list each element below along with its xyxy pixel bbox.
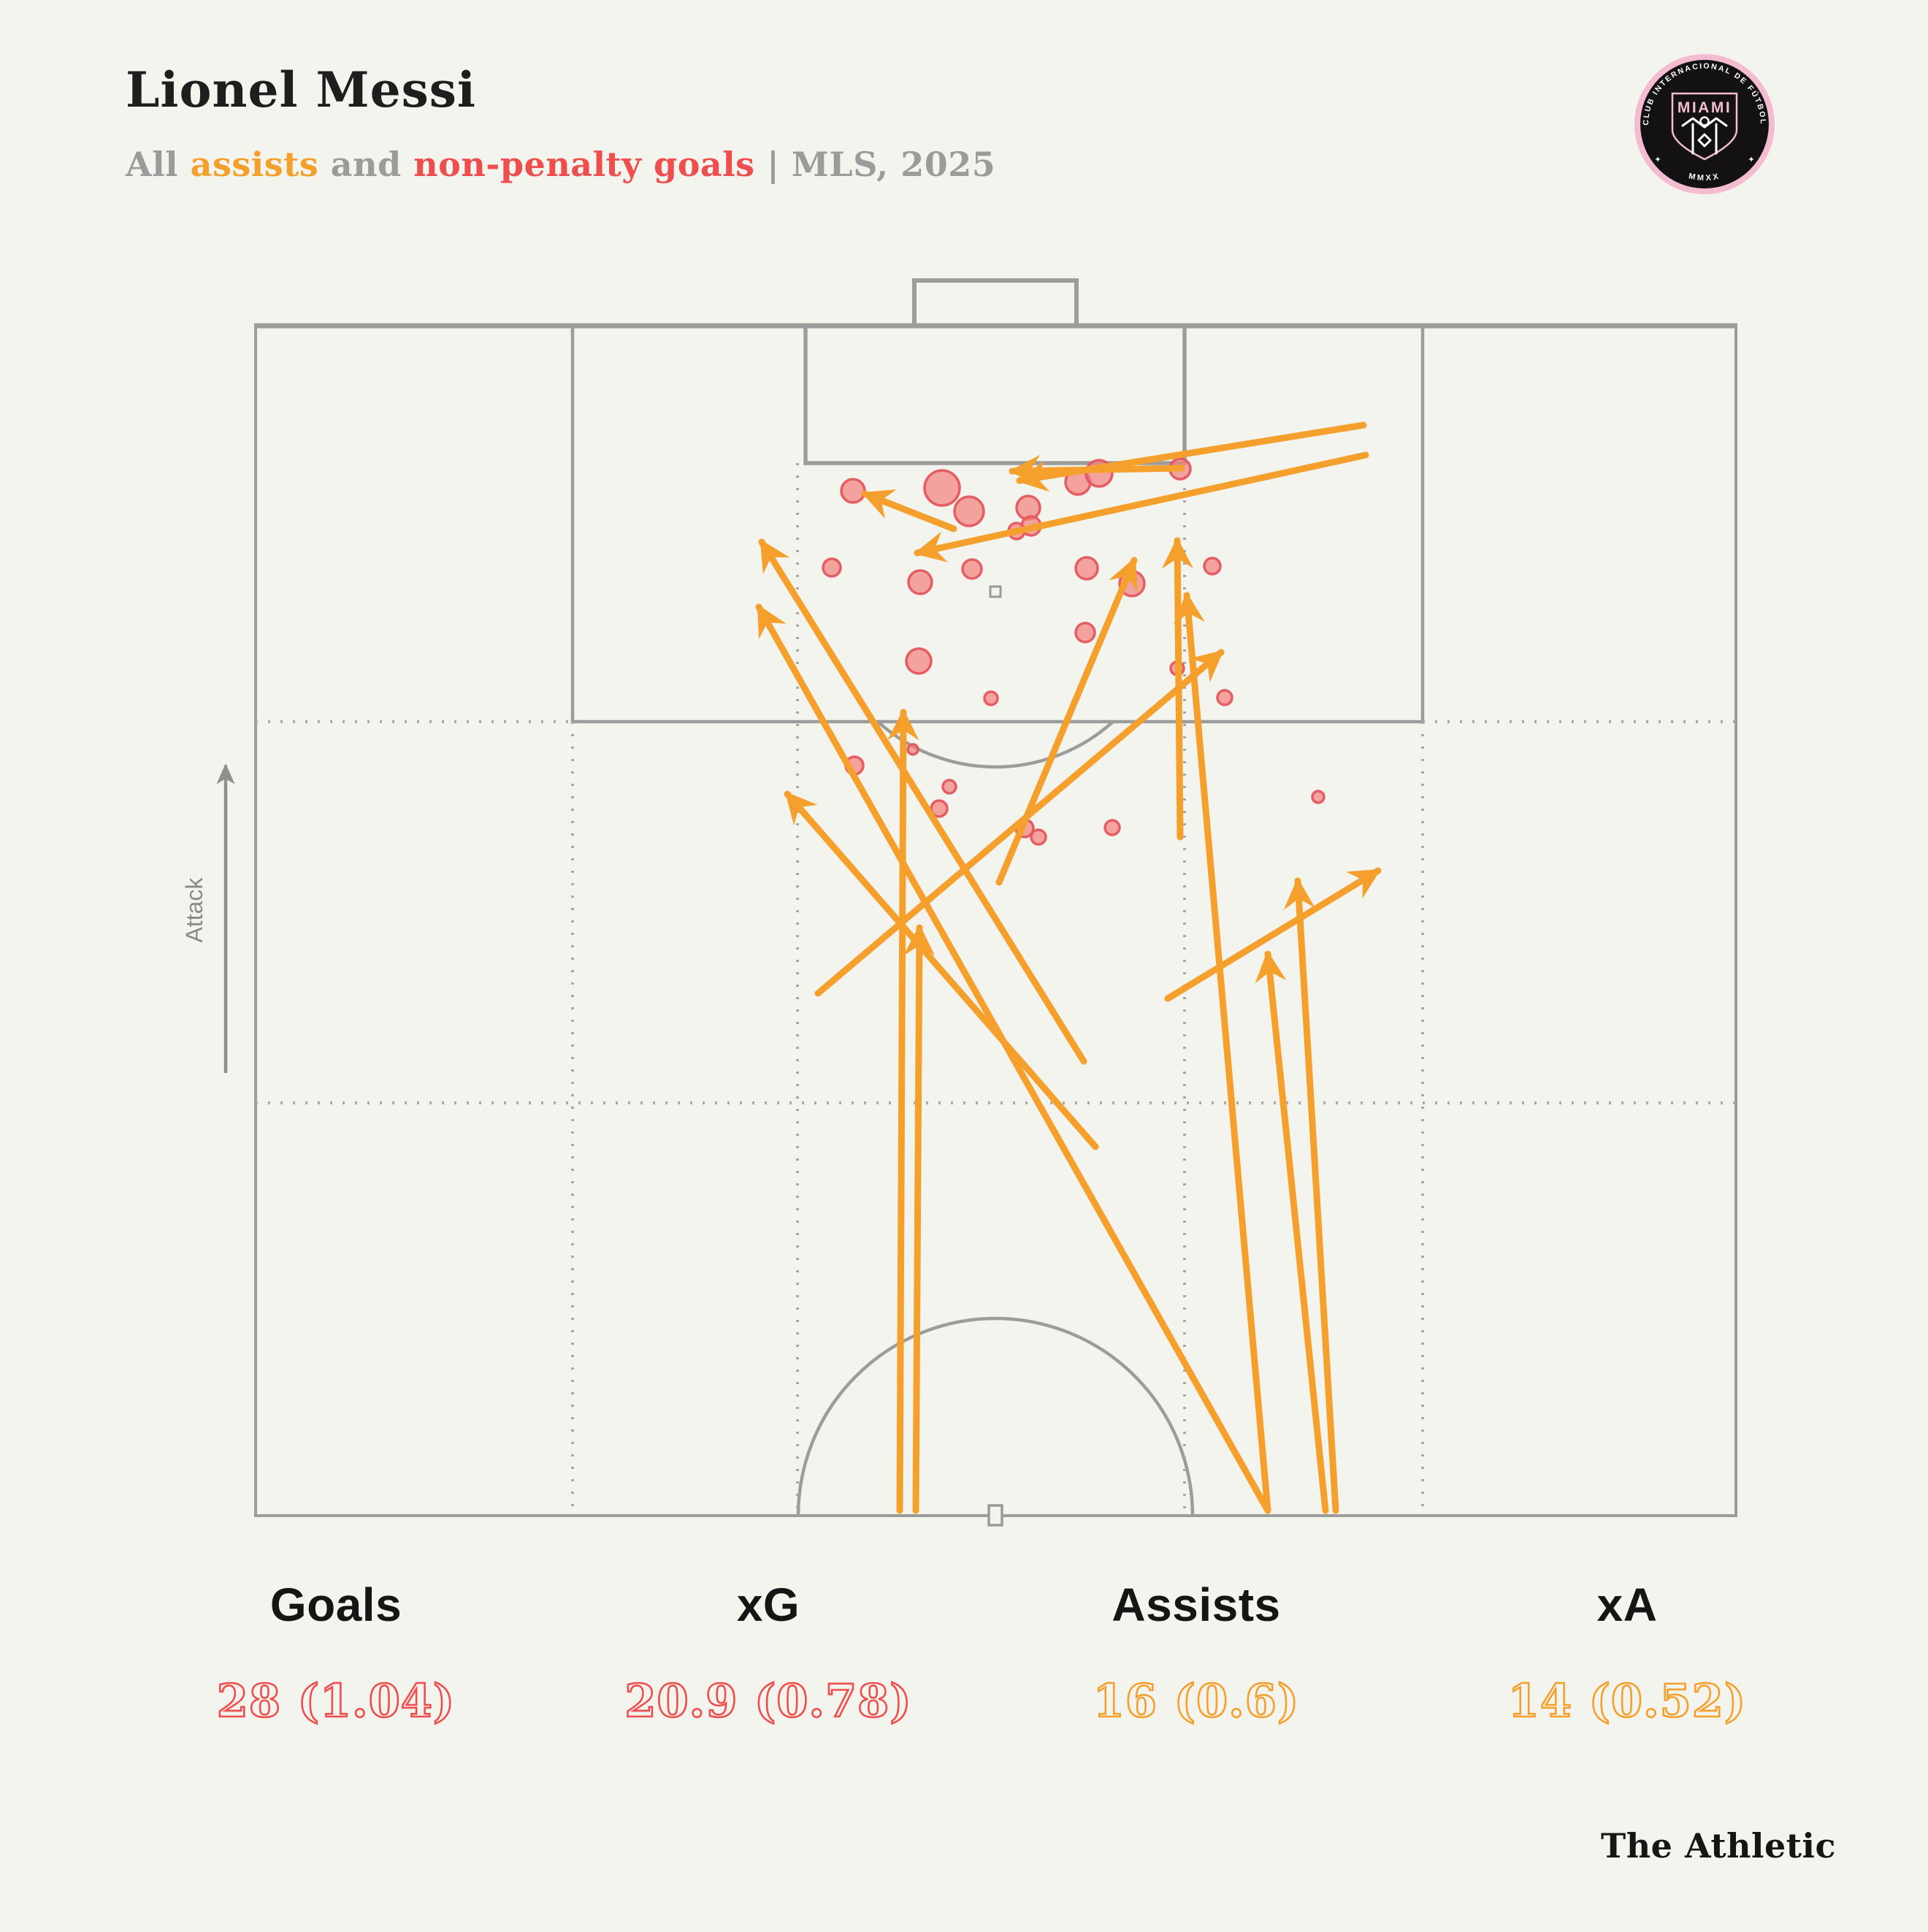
penalty-area xyxy=(570,324,1425,724)
assist-arrow xyxy=(1255,950,1329,1514)
badge-year: MMXX xyxy=(1688,172,1721,183)
goal-marker xyxy=(1074,622,1096,644)
badge-disc xyxy=(1640,60,1769,188)
kickoff-spot xyxy=(987,1504,1003,1527)
assist-arrow xyxy=(758,538,1087,1065)
goal-marker xyxy=(983,690,999,706)
goal-marker xyxy=(822,557,842,578)
goal-marker xyxy=(923,469,961,507)
goal-marker xyxy=(1216,689,1233,706)
attack-direction: Attack xyxy=(181,763,235,1073)
stat-label: xG xyxy=(736,1578,800,1631)
zone-guides xyxy=(256,463,1736,1513)
penalty-arc xyxy=(876,720,1114,769)
stat-value: 20.9 (0.78) xyxy=(624,1673,912,1729)
goal-marker xyxy=(905,647,933,675)
page-title: Lionel Messi xyxy=(126,61,476,118)
field-lines xyxy=(254,278,1737,1527)
goal-marker xyxy=(906,743,919,756)
badge-heron-icon xyxy=(1681,116,1728,155)
penalty-spot xyxy=(989,585,1002,598)
subtitle-np-goals: non-penalty goals xyxy=(413,145,755,184)
club-badge: CLUB INTERNACIONAL DE FÚTBOL MMXX ✦ ✦ MI… xyxy=(1633,53,1776,196)
subtitle-competition: MLS, 2025 xyxy=(791,145,996,184)
attack-label: Attack xyxy=(181,877,207,943)
goal-marker xyxy=(840,478,866,504)
stat-label: Assists xyxy=(1112,1578,1281,1631)
stat-label: Goals xyxy=(269,1578,402,1631)
goal-marker xyxy=(941,779,957,795)
assist-arrow xyxy=(1164,867,1382,1002)
assist-arrow xyxy=(755,603,1271,1514)
center-circle-arc xyxy=(796,1316,1195,1516)
assist-arrow xyxy=(784,790,1099,1150)
goal-marker xyxy=(1311,790,1326,804)
goal-marker xyxy=(1030,828,1047,846)
assists-layer xyxy=(755,421,1382,1514)
goal-marker xyxy=(930,799,949,818)
stat-xg: xG 20.9 (0.78) xyxy=(578,1578,958,1729)
subtitle-separator: | xyxy=(754,145,792,184)
stat-label: xA xyxy=(1596,1578,1658,1631)
stat-xa: xA 14 (0.52) xyxy=(1437,1578,1817,1729)
subtitle-and: and xyxy=(318,145,414,184)
subtitle-assists: assists xyxy=(190,145,319,184)
stat-value: 16 (0.6) xyxy=(1092,1673,1300,1729)
assist-arrow xyxy=(1009,454,1185,486)
goal-marker xyxy=(1074,556,1099,581)
stat-value: 14 (0.52) xyxy=(1507,1673,1747,1729)
goal-marker xyxy=(1203,557,1222,576)
goal-frame xyxy=(912,278,1079,328)
badge-shield-outline xyxy=(1671,92,1738,161)
goal-marker xyxy=(1103,819,1121,836)
six-yard-box xyxy=(803,324,1187,465)
assist-arrow xyxy=(1283,877,1339,1514)
badge-club-name: MIAMI xyxy=(1678,99,1732,116)
stat-assists: Assists 16 (0.6) xyxy=(1006,1578,1386,1729)
stat-goals: Goals 28 (1.04) xyxy=(146,1578,526,1729)
assist-arrow xyxy=(914,451,1369,562)
badge-star-left-icon: ✦ xyxy=(1654,156,1661,164)
assist-arrow xyxy=(814,649,1225,997)
brand-wordmark: The Athletic xyxy=(1600,1826,1836,1866)
stat-value: 28 (1.04) xyxy=(215,1673,456,1729)
page-subtitle: All assists and non-penalty goals | MLS,… xyxy=(126,145,995,184)
assist-arrow xyxy=(861,489,957,532)
badge-star-right-icon: ✦ xyxy=(1748,156,1754,164)
subtitle-all: All xyxy=(126,145,191,184)
goal-marker xyxy=(953,495,985,527)
assist-arrow xyxy=(1173,592,1271,1514)
assist-arrow xyxy=(887,709,919,1514)
inter-miami-badge-icon: CLUB INTERNACIONAL DE FÚTBOL MMXX ✦ ✦ MI… xyxy=(1634,54,1775,194)
assist-arrow xyxy=(995,557,1139,886)
goal-marker xyxy=(907,569,933,595)
goal-marker xyxy=(961,558,983,580)
assist-arrow xyxy=(903,924,936,1514)
stats-row: Goals 28 (1.04) xG 20.9 (0.78) Assists 1… xyxy=(0,1578,1928,1782)
